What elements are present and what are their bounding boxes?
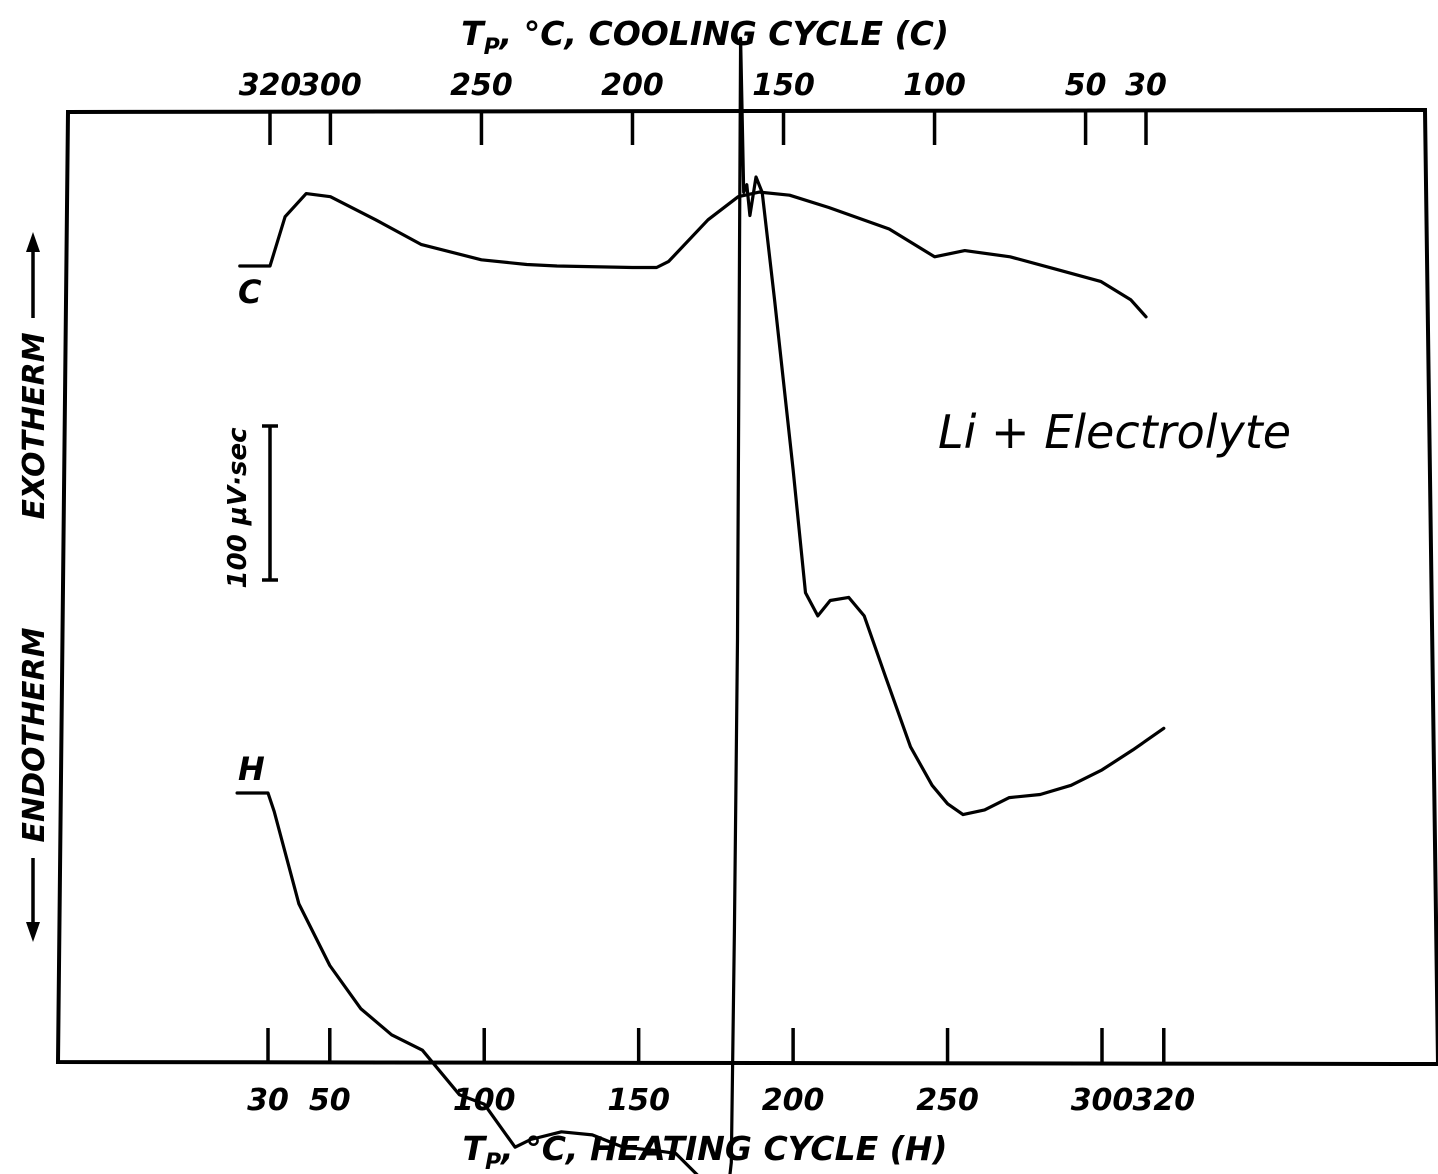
top-tick-label-50: 50 <box>1065 68 1107 103</box>
endotherm-label: ENDOTHERM <box>17 627 52 842</box>
series-label-cooling: C <box>238 273 262 311</box>
plot-frame <box>55 107 1438 1067</box>
scale-bar-label: 100 µV·sec <box>223 427 253 589</box>
top-tick-label-300: 300 <box>299 68 362 103</box>
bottom-axis-ticks <box>266 1028 1166 1063</box>
top-axis-title: TP, °C, COOLING CYCLE (C) <box>461 14 949 60</box>
bottom-axis-title: TP, °C, HEATING CYCLE (H) <box>463 1129 948 1174</box>
endotherm-arrow <box>26 858 40 942</box>
top-tick-label-200: 200 <box>601 68 664 103</box>
top-tick-label-250: 250 <box>450 68 513 103</box>
exotherm-arrow <box>26 232 40 318</box>
scale-bar <box>262 424 278 582</box>
series-label-heating: H <box>238 750 265 788</box>
bottom-axis-tick-labels: 30 50 100 150 200 250 300 320 <box>247 1083 1195 1118</box>
top-tick-label-150: 150 <box>752 68 815 103</box>
bottom-tick-label-30: 30 <box>247 1083 289 1118</box>
top-axis-ticks <box>268 111 1148 145</box>
bottom-tick-label-250: 250 <box>916 1083 979 1118</box>
bottom-tick-label-100: 100 <box>453 1083 516 1118</box>
chart-annotation: Li + Electrolyte <box>938 405 1291 459</box>
top-tick-label-320: 320 <box>239 68 302 103</box>
exotherm-label: EXOTHERM <box>17 332 52 519</box>
top-tick-label-30: 30 <box>1125 68 1167 103</box>
bottom-tick-label-200: 200 <box>762 1083 825 1118</box>
bottom-tick-label-150: 150 <box>607 1083 670 1118</box>
bottom-tick-label-50: 50 <box>309 1083 351 1118</box>
series-line-cooling <box>238 190 1148 319</box>
bottom-tick-label-300: 300 <box>1071 1083 1134 1118</box>
top-tick-label-100: 100 <box>903 68 966 103</box>
bottom-tick-label-320: 320 <box>1132 1083 1195 1118</box>
series-line-heating <box>235 36 1166 1174</box>
